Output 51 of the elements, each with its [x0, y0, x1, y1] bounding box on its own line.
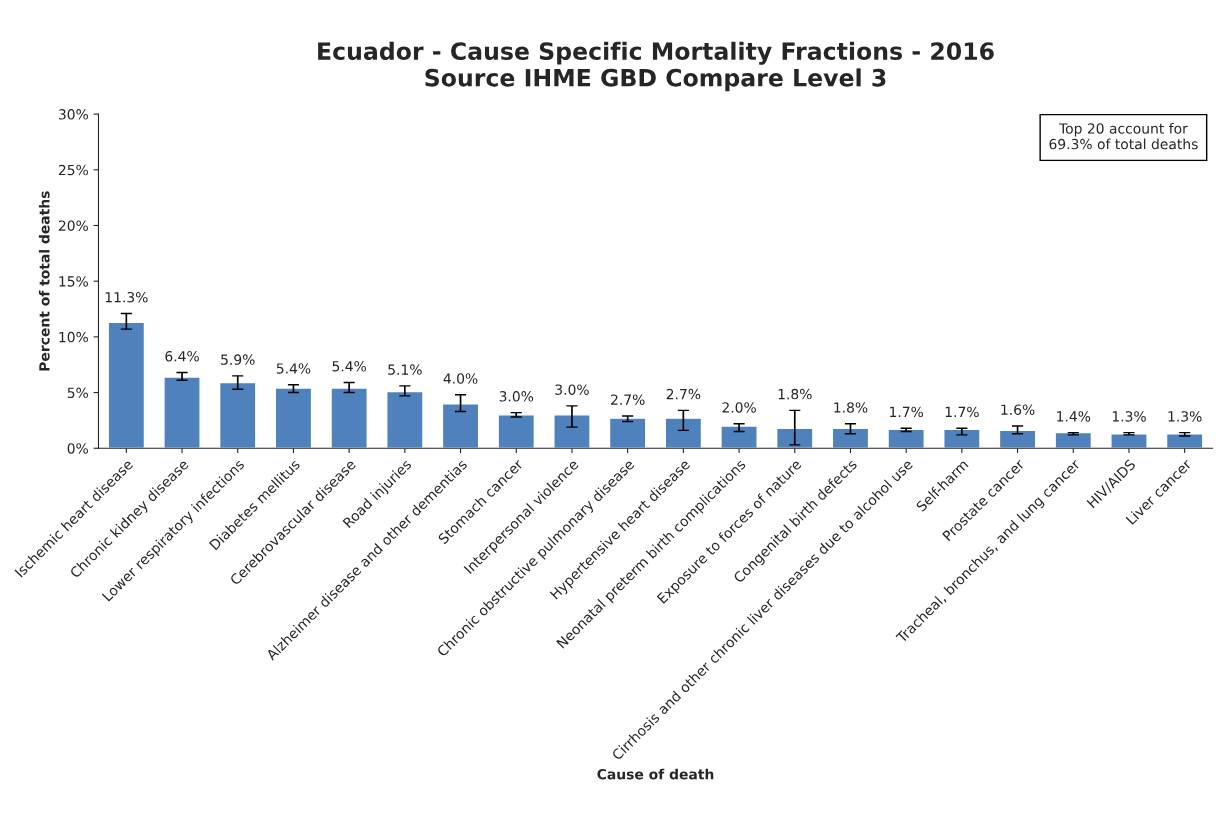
data-label: 2.7% [611, 394, 645, 405]
bar [608, 417, 647, 449]
chart-title: Ecuador - Cause Specific Mortality Fractions - 2016 Source IHME GBD Compare Level 3 [318, 41, 994, 92]
bar [163, 376, 201, 449]
data-label: 6.4% [165, 350, 199, 362]
data-label: 4.0% [443, 373, 478, 384]
y-axis-title: Percent of total deaths [38, 191, 50, 371]
data-label: 1.6% [1001, 404, 1035, 415]
bar [831, 427, 870, 449]
x-axis-title: Cause of death [597, 768, 714, 780]
data-label: 1.8% [834, 402, 868, 413]
bar [274, 387, 313, 449]
y-tick-label: 30% [58, 109, 88, 120]
bar [998, 429, 1037, 449]
data-label: 5.4% [276, 363, 311, 374]
data-label: 5.4% [332, 361, 367, 372]
bar [441, 403, 480, 449]
data-label: 1.7% [890, 406, 924, 418]
bar [497, 414, 536, 449]
bar [386, 390, 424, 449]
bar [664, 417, 703, 449]
data-label: 1.4% [1057, 411, 1091, 422]
data-label: 2.0% [722, 402, 756, 413]
y-tick-label: 10% [59, 331, 88, 343]
bar [1165, 433, 1204, 449]
annotation: Top 20 account for 69.3% of total deaths [1049, 122, 1198, 150]
y-tick-label: 20% [58, 220, 88, 231]
y-tick-label: 15% [59, 276, 88, 287]
bar [775, 427, 814, 449]
data-label: 5.9% [221, 354, 255, 365]
y-tick-label: 25% [58, 164, 88, 176]
bar [943, 428, 981, 449]
data-label: 2.7% [666, 388, 701, 400]
bar [1110, 433, 1148, 449]
bar [218, 381, 257, 449]
bar [720, 425, 758, 449]
bar [553, 414, 591, 449]
data-label: 5.1% [388, 364, 422, 375]
data-label: 3.0% [499, 391, 534, 402]
data-label: 1.3% [1112, 411, 1146, 422]
bar [107, 321, 146, 449]
bar [887, 428, 925, 449]
data-label: 1.8% [778, 388, 812, 400]
bar [1054, 431, 1093, 449]
y-tick-label: 5% [67, 387, 88, 399]
data-label: 11.3% [105, 291, 148, 303]
data-label: 1.3% [1168, 411, 1202, 422]
data-label: 1.7% [945, 406, 979, 418]
data-label: 3.0% [555, 384, 589, 395]
y-tick-label: 0% [67, 443, 88, 454]
bar [330, 387, 368, 449]
